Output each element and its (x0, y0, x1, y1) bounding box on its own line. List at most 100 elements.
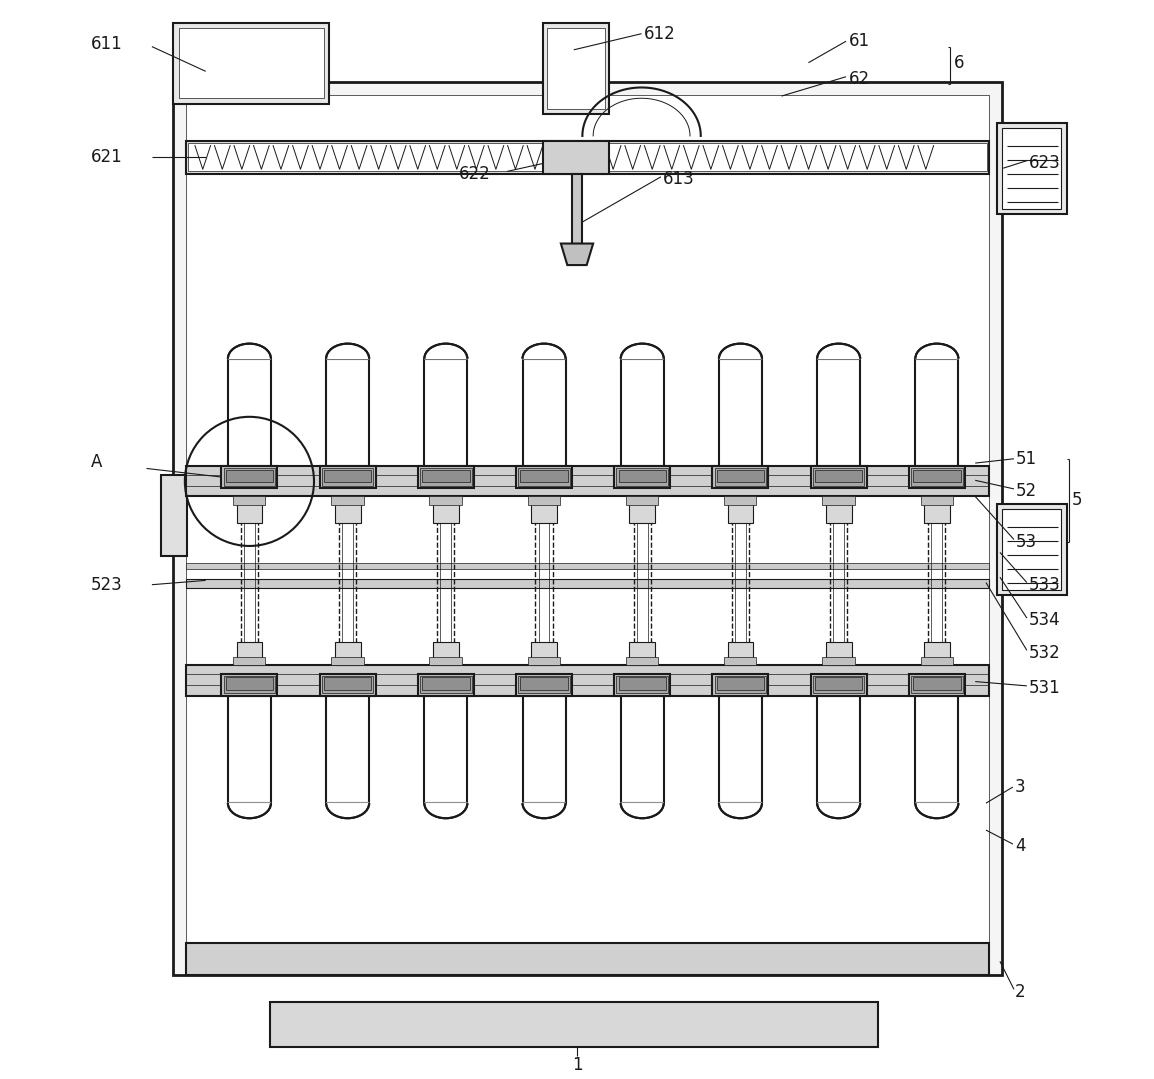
Bar (625, 657, 658, 666)
Bar (226, 678, 273, 691)
Bar (237, 642, 262, 666)
Text: 532: 532 (1029, 643, 1061, 661)
Bar (712, 466, 769, 488)
Bar (222, 466, 277, 488)
Bar (997, 123, 1066, 215)
Bar (621, 358, 664, 466)
Polygon shape (327, 343, 369, 358)
Bar (224, 468, 276, 486)
Bar (812, 677, 864, 694)
Bar (913, 678, 960, 691)
Text: 53: 53 (1017, 533, 1037, 550)
Bar (823, 496, 855, 505)
Bar (619, 678, 666, 691)
Bar (571, 174, 583, 244)
Bar (921, 496, 953, 505)
Bar (186, 563, 989, 569)
Bar (915, 358, 958, 466)
Bar (724, 657, 756, 666)
Bar (322, 468, 374, 486)
Bar (913, 469, 960, 482)
Bar (429, 496, 462, 505)
Text: 1: 1 (571, 1055, 583, 1074)
Bar (924, 496, 950, 523)
Bar (911, 468, 962, 486)
Bar (516, 466, 572, 488)
Polygon shape (523, 343, 565, 358)
Bar (531, 642, 557, 666)
Bar (714, 677, 766, 694)
Bar (717, 469, 764, 482)
Bar (233, 496, 265, 505)
Bar (518, 677, 570, 694)
Bar (331, 496, 364, 505)
Bar (826, 642, 852, 666)
Polygon shape (817, 803, 860, 818)
Bar (433, 642, 459, 666)
Bar (527, 496, 560, 505)
Bar (186, 95, 989, 962)
Polygon shape (915, 803, 958, 818)
Bar (327, 696, 369, 803)
Polygon shape (227, 803, 271, 818)
Bar (817, 696, 860, 803)
Bar (547, 28, 605, 109)
Text: 4: 4 (1016, 837, 1026, 856)
Bar (233, 657, 265, 666)
Bar (523, 358, 565, 466)
Bar (1002, 509, 1062, 590)
Bar (324, 469, 372, 482)
Text: A: A (90, 453, 102, 472)
Bar (614, 674, 670, 696)
Bar (179, 28, 324, 98)
Bar (331, 657, 364, 666)
Bar (542, 23, 609, 114)
Text: 531: 531 (1029, 679, 1061, 697)
Bar (186, 579, 989, 588)
Text: 6: 6 (953, 54, 965, 71)
Polygon shape (425, 803, 467, 818)
Text: 623: 623 (1029, 154, 1061, 172)
Bar (619, 469, 666, 482)
Polygon shape (719, 803, 762, 818)
Bar (327, 358, 369, 466)
Bar (921, 657, 953, 666)
Text: 533: 533 (1029, 576, 1061, 593)
Bar (629, 496, 655, 523)
Text: 613: 613 (664, 170, 695, 188)
Bar (224, 677, 276, 694)
Text: 612: 612 (644, 25, 675, 43)
Bar (324, 678, 372, 691)
Text: 51: 51 (1017, 450, 1037, 468)
Polygon shape (327, 803, 369, 818)
Bar (270, 1002, 878, 1048)
Bar (237, 496, 262, 523)
Bar (420, 468, 472, 486)
Bar (418, 674, 474, 696)
Bar (909, 674, 965, 696)
Bar (542, 141, 609, 174)
Bar (621, 696, 664, 803)
Bar (227, 358, 271, 466)
Bar (714, 468, 766, 486)
Bar (911, 677, 962, 694)
Bar (335, 642, 360, 666)
Polygon shape (523, 803, 565, 818)
Bar (1002, 128, 1062, 209)
Bar (625, 496, 658, 505)
Bar (724, 496, 756, 505)
Bar (320, 466, 375, 488)
Bar (518, 468, 570, 486)
Bar (823, 657, 855, 666)
Bar (335, 496, 360, 523)
Bar (425, 696, 467, 803)
Bar (429, 657, 462, 666)
Polygon shape (817, 343, 860, 358)
Text: 534: 534 (1029, 611, 1061, 629)
Bar (815, 469, 862, 482)
Polygon shape (915, 343, 958, 358)
Bar (516, 674, 572, 696)
Polygon shape (561, 244, 593, 265)
Bar (997, 504, 1066, 596)
Bar (226, 469, 273, 482)
